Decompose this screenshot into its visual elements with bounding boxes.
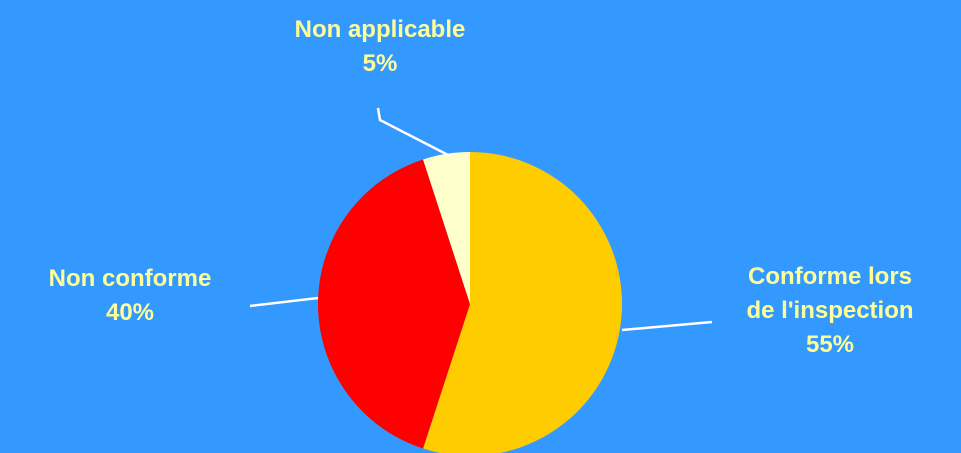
- slice-value-conforme: 55%: [805, 331, 855, 358]
- data-label-conforme: Conforme lors de l'inspection 55%: [680, 260, 961, 362]
- slice-label-non-conforme: Non conforme: [48, 265, 212, 292]
- pie-slice-conforme: [423, 152, 622, 453]
- leader-line-non-applicable: [376, 107, 451, 158]
- leader-lines: [249, 107, 713, 332]
- slice-label-conforme-line2: de l'inspection: [746, 297, 914, 324]
- pie-slice-non-conforme: [318, 159, 470, 449]
- leader-line-non-conforme: [249, 296, 319, 308]
- data-label-non-applicable: Non applicable 5%: [210, 13, 550, 81]
- slice-value-non-applicable: 5%: [362, 50, 398, 77]
- pie-slices: [318, 152, 622, 453]
- slice-value-non-conforme: 40%: [105, 299, 155, 326]
- slice-label-conforme-line1: Conforme lors: [747, 263, 912, 290]
- data-label-non-conforme: Non conforme 40%: [0, 262, 260, 330]
- pie-slice-non-applicable: [423, 152, 470, 304]
- slice-label-non-applicable: Non applicable: [294, 16, 466, 43]
- leader-line-conforme: [621, 320, 713, 332]
